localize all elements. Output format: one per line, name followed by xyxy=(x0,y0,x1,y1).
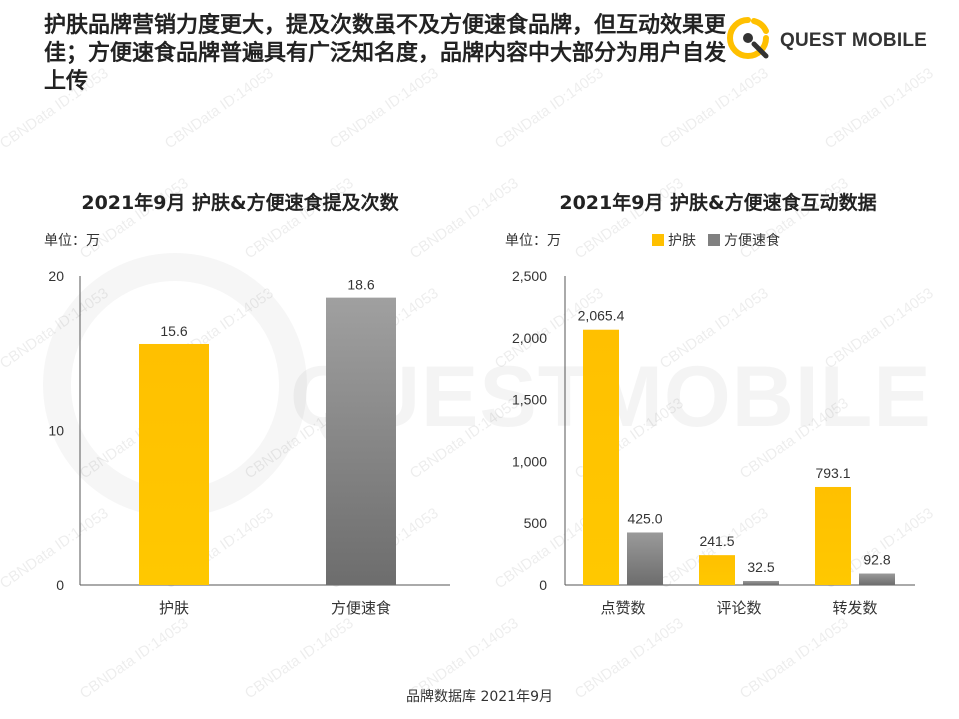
chart2-bar xyxy=(583,329,619,585)
questmobile-logo: QUEST MOBILE xyxy=(724,14,928,62)
chart2-value-label: 425.0 xyxy=(627,510,662,526)
chart1-y-tick-label: 0 xyxy=(56,577,64,593)
legend-item-skincare: 护肤 xyxy=(652,230,696,250)
chart1-title: 2021年9月 护肤&方便速食提及次数 xyxy=(81,192,399,214)
chart2-y-tick-label: 500 xyxy=(524,515,548,531)
chart2-bar xyxy=(743,580,779,585)
chart2-bar xyxy=(627,532,663,585)
chart2-bar xyxy=(815,486,851,585)
chart1-x-tick-label: 方便速食 xyxy=(331,600,391,617)
chart2-value-label: 2,065.4 xyxy=(578,308,625,324)
chart2-y-tick-label: 0 xyxy=(539,577,547,593)
chart2-title: 2021年9月 护肤&方便速食互动数据 xyxy=(559,192,877,214)
chart2-legend: 护肤 方便速食 xyxy=(652,230,780,250)
chart2-y-tick-label: 1,000 xyxy=(512,453,547,469)
chart2-value-label: 32.5 xyxy=(747,559,774,575)
chart2-y-tick-label: 2,500 xyxy=(512,268,547,284)
legend-item-instant-food: 方便速食 xyxy=(708,230,780,250)
chart2-y-tick-label: 2,000 xyxy=(512,330,547,346)
chart1-x-tick-label: 护肤 xyxy=(159,600,189,617)
chart2-x-tick-label: 评论数 xyxy=(716,600,761,617)
chart2-x-tick-label: 点赞数 xyxy=(600,600,645,617)
chart1-value-label: 15.6 xyxy=(160,323,187,339)
legend-label-instant-food: 方便速食 xyxy=(724,233,780,249)
chart2-y-tick-label: 1,500 xyxy=(512,392,547,408)
logo-icon xyxy=(727,17,769,59)
chart2-bar xyxy=(859,573,895,585)
headline: 护肤品牌营销力度更大，提及次数虽不及方便速食品牌，但互动效果更佳；方便速食品牌普… xyxy=(44,13,727,94)
chart1-bar xyxy=(326,297,396,585)
chart1-y-tick-label: 10 xyxy=(48,423,64,439)
chart2-value-label: 241.5 xyxy=(699,533,734,549)
legend-swatch-instant-food xyxy=(708,234,720,246)
legend-label-skincare: 护肤 xyxy=(668,233,696,249)
chart1-unit: 单位：万 xyxy=(44,233,100,249)
chart2-x-tick-label: 转发数 xyxy=(832,600,877,617)
chart1-bar xyxy=(139,343,209,585)
chart1-value-label: 18.6 xyxy=(347,277,374,293)
chart2-unit: 单位：万 xyxy=(505,233,561,249)
chart2-value-label: 793.1 xyxy=(815,465,850,481)
chart2-value-label: 92.8 xyxy=(863,552,890,568)
chart2-bar xyxy=(699,555,735,585)
chart1-y-tick-label: 20 xyxy=(48,268,64,284)
logo-text: QUEST MOBILE xyxy=(780,30,928,51)
legend-swatch-skincare xyxy=(652,234,664,246)
source-note: 品牌数据库 2021年9月 xyxy=(406,689,553,705)
